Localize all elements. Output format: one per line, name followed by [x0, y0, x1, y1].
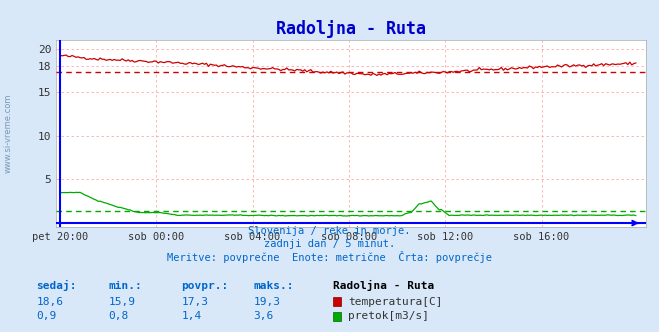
Text: 17,3: 17,3	[181, 297, 208, 307]
Text: 0,9: 0,9	[36, 311, 57, 321]
Text: zadnji dan / 5 minut.: zadnji dan / 5 minut.	[264, 239, 395, 249]
Text: 1,4: 1,4	[181, 311, 202, 321]
Text: pretok[m3/s]: pretok[m3/s]	[348, 311, 429, 321]
Title: Radoljna - Ruta: Radoljna - Ruta	[276, 20, 426, 38]
Text: Meritve: povprečne  Enote: metrične  Črta: povprečje: Meritve: povprečne Enote: metrične Črta:…	[167, 251, 492, 263]
Text: 15,9: 15,9	[109, 297, 136, 307]
Text: 3,6: 3,6	[254, 311, 274, 321]
Text: 19,3: 19,3	[254, 297, 281, 307]
Text: www.si-vreme.com: www.si-vreme.com	[4, 93, 13, 173]
Text: povpr.:: povpr.:	[181, 281, 229, 291]
Text: maks.:: maks.:	[254, 281, 294, 291]
Text: 18,6: 18,6	[36, 297, 63, 307]
Text: min.:: min.:	[109, 281, 142, 291]
Text: Radoljna - Ruta: Radoljna - Ruta	[333, 280, 434, 291]
Text: temperatura[C]: temperatura[C]	[348, 297, 442, 307]
Text: sedaj:: sedaj:	[36, 280, 76, 291]
Text: Slovenija / reke in morje.: Slovenija / reke in morje.	[248, 226, 411, 236]
Text: 0,8: 0,8	[109, 311, 129, 321]
